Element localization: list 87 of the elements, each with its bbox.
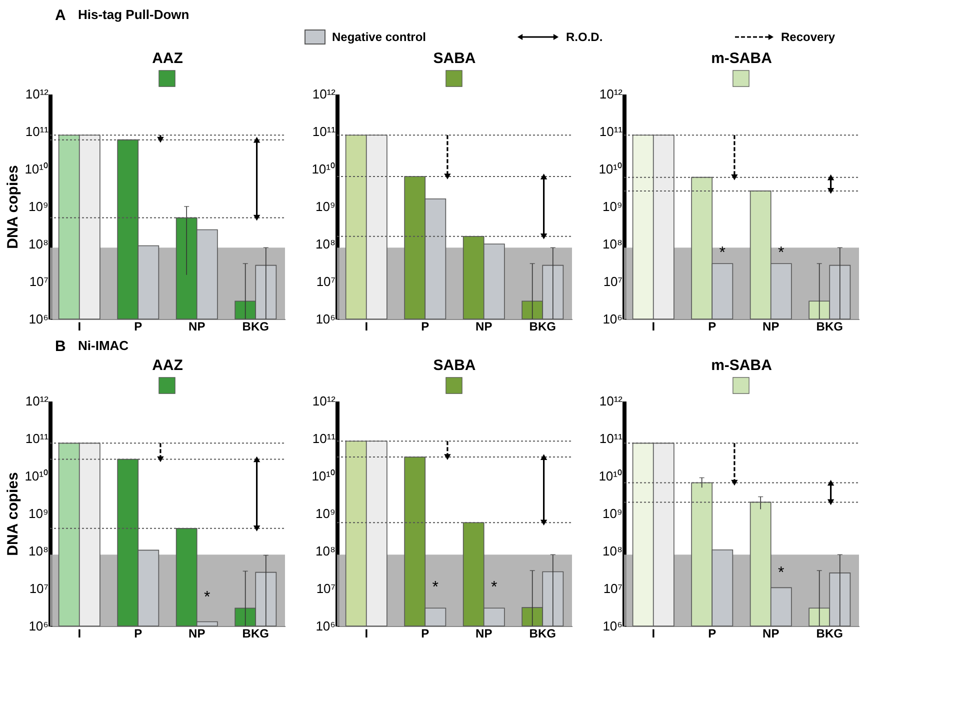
x-tick-label: I	[78, 320, 82, 334]
x-tick-label: BKG	[816, 626, 843, 640]
x-tick-label: I	[652, 320, 656, 334]
y-tick-label: 10¹²	[25, 86, 50, 102]
y-tick-label: 10⁶	[28, 312, 48, 326]
annotation: *	[491, 578, 498, 596]
legend-label: Negative control	[332, 30, 426, 44]
y-tick-label: 10⁹	[315, 506, 336, 521]
y-tick-label: 10¹¹	[25, 124, 50, 139]
y-tick-label: 10⁸	[28, 544, 48, 558]
y-tick-label: 10⁷	[316, 581, 336, 596]
x-tick-label: BKG	[529, 626, 556, 640]
x-tick-label: I	[364, 626, 368, 640]
y-tick-label: 10¹¹	[312, 124, 336, 139]
text: Recovery	[781, 30, 836, 44]
y-tick-label: 10⁹	[28, 199, 48, 214]
x-tick-label: I	[78, 626, 82, 640]
y-tick-label: 10¹⁰	[598, 162, 622, 176]
y-tick-label: 10⁷	[29, 274, 49, 289]
x-tick-label: P	[134, 320, 142, 334]
y-tick-label: 10¹¹	[25, 431, 50, 446]
y-tick-label: 10¹²	[599, 86, 624, 102]
y-tick-label: 10¹²	[25, 394, 50, 408]
chart-title: m-SABA	[711, 50, 772, 67]
y-tick-label: 10⁸	[602, 236, 622, 252]
y-tick-label: 10¹¹	[312, 431, 336, 446]
y-tick-label: 10¹²	[312, 394, 336, 408]
y-tick-label: 10¹¹	[599, 431, 624, 446]
annotation: *	[778, 564, 784, 582]
y-tick-label: 10¹²	[312, 86, 336, 102]
x-tick-label: NP	[476, 320, 492, 334]
y-tick-label: 10⁸	[28, 236, 48, 252]
annotation: *	[778, 244, 784, 262]
x-tick-label: NP	[476, 626, 492, 640]
y-tick-label: 10⁷	[29, 581, 49, 596]
chart-title: AAZ	[152, 357, 183, 374]
y-tick-label: 10⁹	[315, 199, 336, 214]
y-tick-label: 10⁹	[28, 506, 48, 521]
chart-title: AAZ	[152, 50, 183, 67]
y-tick-label: 10⁹	[602, 506, 622, 521]
x-tick-label: NP	[188, 320, 206, 334]
x-tick-label: BKG	[242, 320, 269, 334]
y-tick-label: 10⁶	[316, 312, 336, 326]
y-axis-title: DNA copies	[4, 165, 22, 249]
x-tick-label: P	[708, 320, 716, 334]
y-tick-label: 10⁷	[603, 581, 623, 596]
y-tick-label: 10¹⁰	[312, 468, 336, 484]
y-tick-label: 10¹⁰	[312, 162, 336, 176]
x-tick-label: NP	[188, 626, 206, 640]
y-tick-label: 10⁸	[316, 544, 336, 558]
y-tick-label: 10⁶	[28, 618, 48, 634]
x-tick-label: BKG	[242, 626, 269, 640]
y-tick-label: 10¹⁰	[598, 468, 622, 484]
chart-title: SABA	[433, 50, 476, 67]
y-tick-label: 10¹⁰	[24, 162, 48, 176]
y-tick-label: 10⁸	[316, 236, 336, 252]
y-tick-label: 10⁶	[316, 618, 336, 634]
x-tick-label: P	[708, 626, 716, 640]
y-tick-label: 10⁶	[602, 618, 622, 634]
y-tick-label: 10¹¹	[599, 124, 624, 139]
annotation: *	[719, 244, 726, 262]
x-tick-label: I	[364, 320, 368, 334]
y-tick-label: 10⁹	[602, 199, 622, 214]
text: R.O.D.	[566, 30, 603, 44]
x-tick-label: BKG	[816, 320, 843, 334]
x-tick-label: P	[134, 626, 142, 640]
text: His-tag Pull-Down	[78, 7, 190, 22]
y-tick-label: 10⁶	[602, 312, 622, 326]
x-tick-label: P	[421, 320, 430, 334]
x-tick-label: BKG	[529, 320, 556, 334]
y-tick-label: 10⁷	[316, 274, 336, 289]
y-axis-title: DNA copies	[4, 472, 22, 556]
chart-title: m-SABA	[711, 357, 772, 374]
chart-title: SABA	[433, 357, 476, 374]
y-tick-label: 10¹⁰	[24, 468, 48, 484]
x-tick-label: I	[652, 626, 656, 640]
text: A	[55, 7, 66, 24]
x-tick-label: NP	[762, 320, 780, 334]
text: Ni-IMAC	[78, 338, 130, 353]
annotation: *	[432, 578, 439, 596]
text: B	[55, 338, 66, 355]
annotation: *	[204, 588, 210, 606]
y-tick-label: 10¹²	[599, 394, 624, 408]
y-tick-label: 10⁸	[602, 544, 622, 558]
y-tick-label: 10⁷	[603, 274, 623, 289]
x-tick-label: NP	[762, 626, 780, 640]
x-tick-label: P	[421, 626, 430, 640]
